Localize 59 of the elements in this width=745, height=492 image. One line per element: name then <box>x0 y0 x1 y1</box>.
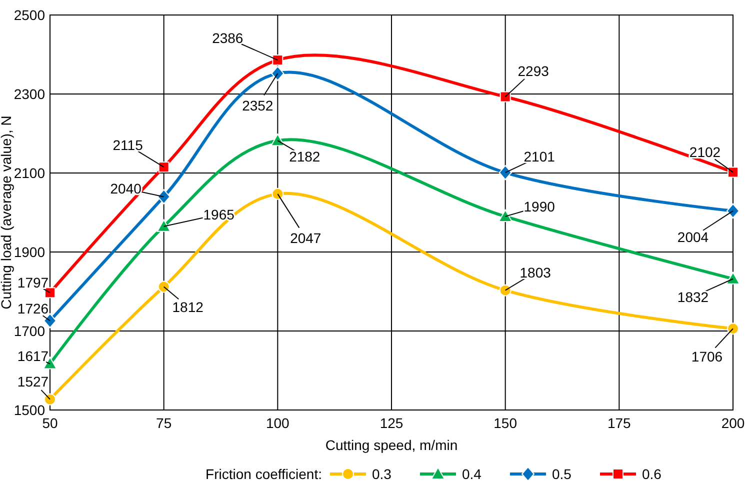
point <box>44 287 56 298</box>
point <box>158 280 170 293</box>
x-tick-label: 175 <box>607 415 632 431</box>
data-label: 2047 <box>290 230 322 246</box>
x-tick-label: 75 <box>156 415 172 431</box>
data-label: 2352 <box>242 97 274 114</box>
data-label: 1706 <box>691 348 723 365</box>
point <box>157 189 170 204</box>
y-tick-label: 2500 <box>14 7 46 23</box>
legend-label: 0.5 <box>552 466 572 482</box>
data-label: 2115 <box>112 137 144 154</box>
y-tick-label: 1500 <box>14 402 46 418</box>
data-label: 1527 <box>17 373 49 390</box>
data-label: 2293 <box>518 62 550 79</box>
x-tick-label: 100 <box>266 415 290 431</box>
point <box>158 162 170 173</box>
data-label: 1965 <box>203 206 235 222</box>
point <box>44 393 56 406</box>
data-label: 2102 <box>689 144 721 160</box>
legend-label: 0.3 <box>372 466 392 482</box>
y-axis-title: Cutting load (average value), N <box>0 116 14 310</box>
x-tick-label: 200 <box>721 415 745 431</box>
y-tick-label: 1900 <box>14 244 46 260</box>
point <box>498 165 512 180</box>
y-tick-label: 1700 <box>14 323 46 339</box>
point <box>726 272 740 284</box>
x-axis-title: Cutting speed, m/min <box>325 437 458 453</box>
point <box>498 209 512 222</box>
point <box>272 188 284 200</box>
data-label: 1832 <box>677 288 709 305</box>
point <box>271 66 284 81</box>
data-label: 1797 <box>17 274 49 291</box>
data-label: 2101 <box>524 148 556 165</box>
data-label: 1617 <box>17 348 49 364</box>
data-label: 1803 <box>520 264 552 280</box>
x-tick-label: 125 <box>380 415 404 431</box>
point <box>270 134 285 146</box>
data-label: 2182 <box>289 148 320 165</box>
data-label: 2004 <box>677 228 709 245</box>
data-label: 2040 <box>110 180 142 197</box>
point <box>726 203 740 218</box>
y-tick-label: 2100 <box>14 165 46 181</box>
legend-label: 0.6 <box>642 466 662 482</box>
x-tick-label: 150 <box>494 415 518 431</box>
data-label: 1990 <box>524 198 556 214</box>
point <box>156 219 171 232</box>
point <box>728 166 738 178</box>
data-label: 2386 <box>212 30 244 46</box>
y-tick-label: 2300 <box>14 86 46 102</box>
point <box>499 284 512 296</box>
point <box>44 313 56 328</box>
legend-label: 0.4 <box>462 466 482 482</box>
x-tick-label: 50 <box>42 415 58 431</box>
point <box>272 54 284 66</box>
legend-title: Friction coefficient: <box>206 466 322 482</box>
point <box>727 322 739 335</box>
point <box>500 91 511 102</box>
data-label: 1812 <box>172 298 204 315</box>
data-label: 1726 <box>17 300 49 317</box>
